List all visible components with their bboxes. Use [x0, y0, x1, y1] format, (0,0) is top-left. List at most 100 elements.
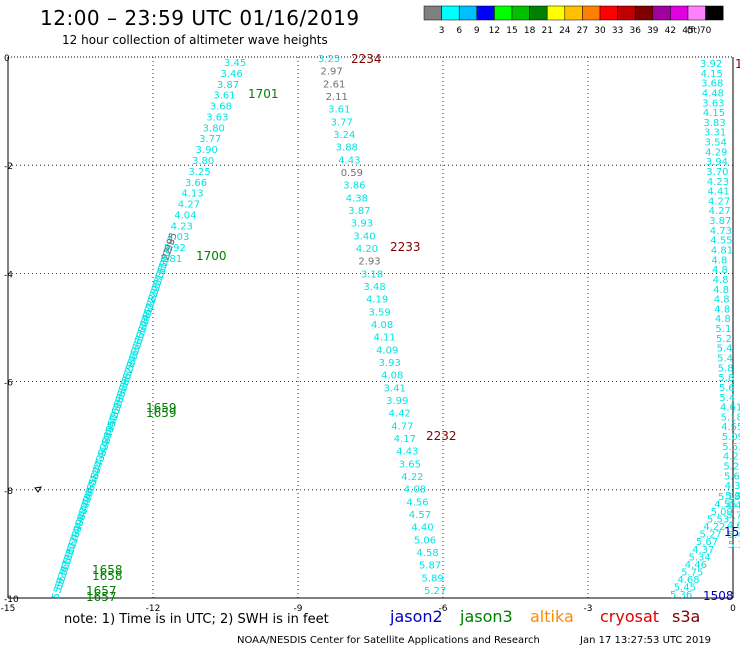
swh-value: 4.43: [338, 155, 360, 166]
legend-unit: (ft): [687, 26, 701, 36]
swh-value: 3.63: [206, 112, 228, 123]
swh-value: 3.87: [217, 80, 239, 91]
swh-value: 4.15: [703, 108, 725, 119]
swh-value: 4.29: [705, 147, 727, 158]
swh-value: 3.66: [185, 178, 207, 189]
swh-value: 5.06: [414, 535, 436, 546]
legend-tick-label: 6: [456, 26, 462, 36]
swh-value: 4.41: [707, 187, 729, 198]
swh-value: 4.27: [178, 200, 200, 211]
swh-value: 5.36: [728, 540, 740, 551]
swh-value: 5.75: [726, 511, 740, 522]
swh-value: 3.99: [386, 396, 408, 407]
page-subtitle: 12 hour collection of altimeter wave hei…: [62, 33, 328, 47]
swh-value: 3.40: [353, 231, 375, 242]
swh-value: 4.68: [677, 575, 699, 586]
swh-value: 4.40: [411, 523, 433, 534]
color-legend: 3 6 9 12 15 18 21 24 27 30 33 36 39 42 45 70(ft): [423, 5, 724, 36]
swh-value: 4.8: [714, 304, 730, 315]
x-tick-label: 0: [730, 604, 736, 614]
y-tick-label: -2: [4, 162, 13, 172]
swh-value: 4.68: [727, 520, 740, 531]
swh-value: 5.09: [711, 507, 733, 518]
swh-value: 5.1: [715, 324, 731, 335]
swh-value: 5.2: [716, 334, 732, 345]
legend-tick-label: 15: [506, 26, 517, 36]
legend-tick-label: 12: [489, 26, 500, 36]
swh-value: 5.4: [717, 344, 733, 355]
legend-jason3: jason3: [460, 607, 513, 626]
time-label: 15: [724, 525, 739, 539]
legend-tick-label: 36: [629, 26, 641, 36]
time-label: 1657: [86, 590, 117, 604]
legend-tick-label: 39: [647, 26, 659, 36]
time-label: 2232: [426, 429, 457, 443]
swh-value: 4.48: [702, 88, 724, 99]
swh-value: 3.68: [701, 79, 723, 90]
time-label: 1701: [248, 87, 279, 101]
footer-note: note: 1) Time is in UTC; 2) SWH is in fe…: [64, 612, 329, 627]
time-label: 1658: [92, 569, 123, 583]
swh-value: 4.15: [701, 69, 723, 80]
time-label: 1700: [196, 249, 227, 263]
swh-value: 3.86: [343, 181, 365, 192]
swh-value: 4.09: [376, 345, 398, 356]
legend-tick-label: 27: [577, 26, 588, 36]
track-2: 3.252.972.612.113.613.773.243.884.430.59…: [318, 54, 446, 597]
y-tick-label: -4: [4, 270, 13, 280]
swh-value: 4.08: [381, 371, 403, 382]
swh-value: 5.6: [719, 383, 735, 394]
swh-value: 4.56: [406, 497, 428, 508]
swh-value: 5.34: [725, 491, 740, 502]
swh-value: 4.13: [181, 189, 203, 200]
swh-value: 3.93: [379, 358, 401, 369]
swh-value: 3.80: [203, 123, 225, 134]
time-label: 1508: [703, 589, 734, 603]
legend-swatch: [705, 5, 724, 21]
swh-value: 5.89: [421, 573, 443, 584]
time-label: 1659: [146, 401, 177, 415]
swh-value: 3.18: [361, 269, 383, 280]
x-tick-label: -6: [439, 604, 448, 614]
swh-value: 4.55: [710, 236, 732, 247]
swh-value: 5.36: [670, 590, 692, 601]
swh-value: 3.59: [368, 307, 390, 318]
swh-value: 3.70: [706, 167, 728, 178]
swh-value: 3.24: [333, 130, 355, 141]
legend-jason2: jason2: [390, 607, 443, 626]
swh-value: 4.38: [346, 193, 368, 204]
swh-value: 4.81: [711, 246, 733, 257]
y-tick-label: -6: [4, 379, 13, 389]
swh-value: 3.31: [704, 128, 726, 139]
legend-tick-label: 3: [439, 26, 445, 36]
swh-value: 4.46: [726, 501, 740, 512]
swh-value: 5.45: [727, 530, 740, 541]
swh-value: 3.61: [213, 91, 235, 102]
swh-value: 3.77: [331, 117, 353, 128]
swh-value: 4.42: [389, 409, 411, 420]
swh-value: 4.57: [409, 510, 431, 521]
swh-value: 2.93: [358, 257, 380, 268]
swh-value: 5.53: [722, 442, 740, 453]
swh-value: 3.87: [348, 206, 370, 217]
swh-value: 5.67: [696, 537, 718, 548]
swh-value: 4.04: [174, 210, 196, 221]
swh-value: 4.20: [356, 244, 378, 255]
swh-value: 4.17: [394, 434, 416, 445]
swh-value: 4.8: [711, 255, 727, 266]
legend-tick-label: 30: [594, 26, 606, 36]
swh-value: 4.8: [714, 295, 730, 306]
swh-value: 4.55: [721, 422, 740, 433]
swh-value: 3.88: [336, 143, 358, 154]
swh-value: 5.45: [674, 582, 696, 593]
x-tick-label: -3: [584, 604, 593, 614]
swh-value: 5.09: [722, 432, 740, 443]
swh-value: 4.43: [396, 447, 418, 458]
swh-value: 4.8: [715, 314, 731, 325]
map-frame: [7, 56, 734, 599]
time-label: 2233: [390, 240, 421, 254]
swh-value: 4.23: [171, 221, 193, 232]
legend-tick-label: 24: [559, 26, 571, 36]
legend-tick-label: 42: [665, 26, 676, 36]
